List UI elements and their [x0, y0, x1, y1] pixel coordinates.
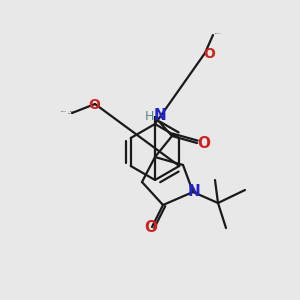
Text: O: O [197, 136, 211, 151]
Text: O: O [203, 47, 215, 61]
Text: methoxy: methoxy [215, 33, 221, 34]
Text: O: O [88, 98, 100, 112]
Text: H: H [144, 110, 154, 122]
Text: N: N [154, 109, 166, 124]
Text: O: O [145, 220, 158, 236]
Text: methoxy: methoxy [61, 111, 67, 112]
Text: methoxy: methoxy [68, 112, 74, 114]
Text: methoxy: methoxy [70, 111, 76, 112]
Text: N: N [188, 184, 200, 200]
